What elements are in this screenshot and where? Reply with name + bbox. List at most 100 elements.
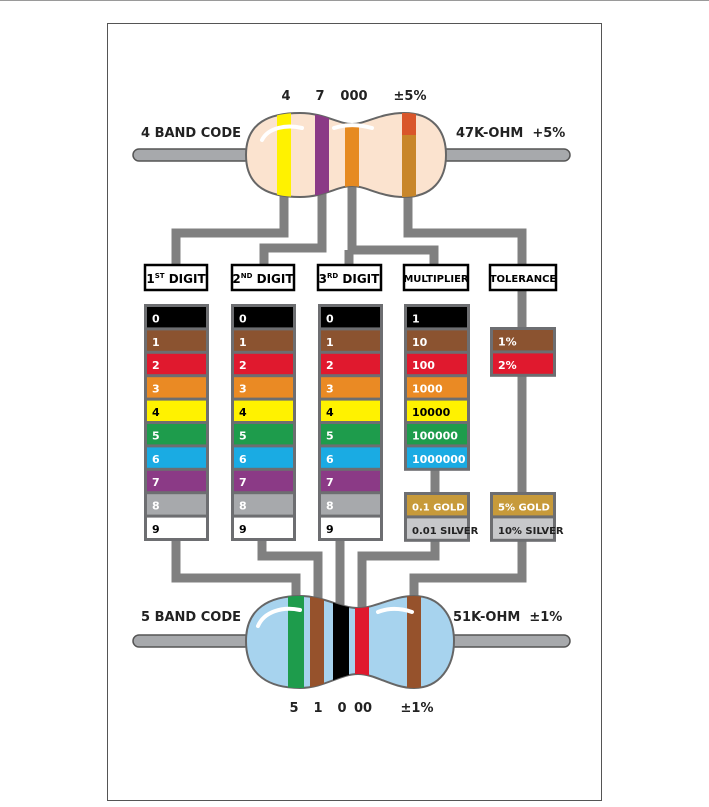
multiplier-metal-table-label: 0.1 GOLD [412,502,465,513]
digit-table-3rd-swatch [321,517,380,538]
tolerance-table: 1% 2% [490,327,556,377]
top-digit-label: 4 [281,89,290,104]
top-band-2nd-digit [315,113,329,197]
digit-table-2nd-label: 6 [239,453,247,466]
multiplier-table-label: 1 [412,312,420,325]
header-1st-digit: 1ST DIGIT [143,263,209,292]
header-tolerance: TOLERANCE [488,263,558,292]
digit-table-1st-swatch [147,447,206,468]
digit-table-3rd-label: 2 [326,359,334,372]
digit-table-3rd-label: 0 [326,312,334,325]
multiplier-metal-table-swatch [407,495,467,516]
top-rule [0,0,709,1]
digit-table-2nd-swatch [234,447,293,468]
digit-table-3rd-label: 5 [326,429,334,442]
bottom-highlight [256,606,302,628]
top-band-tolerance-top [402,113,416,135]
digit-table-1st-swatch [147,517,206,538]
multiplier-table-label: 100 [412,359,435,372]
digit-table-3rd-label: 8 [326,500,334,513]
header-1st-sup: ST [155,272,165,280]
tolerance-table-label: 2% [498,359,517,372]
tolerance-table-swatch [493,330,553,351]
digit-table-2nd: 0 1 2 3 4 5 6 7 8 9 [231,304,296,541]
tolerance-metal-table-label: 10% SILVER [498,526,564,537]
digit-table-3rd-swatch [321,494,380,515]
digit-table-1st-label: 6 [152,453,160,466]
multiplier-table-swatch [407,447,467,468]
top-band-1st-digit [277,113,291,197]
digit-table-2nd-swatch [234,424,293,445]
bottom-digit-label: 0 [337,701,346,716]
header-3rd-rest: DIGIT [338,272,380,286]
header-3rd-base: 3 [319,272,327,286]
tolerance-metal-table-label: 5% GOLD [498,502,550,513]
digit-table-2nd-swatch [234,377,293,398]
bottom-value-label: 51K-OHM ±1% [453,610,562,625]
digit-table-2nd-swatch [234,400,293,421]
bottom-digit-label: 1 [313,701,322,716]
digit-table-3rd-swatch [321,377,380,398]
top-value-label: 47K-OHM +5% [456,126,565,141]
digit-table-2nd-swatch [234,307,293,328]
wire-top-mult [347,150,439,265]
multiplier-table-swatch [407,400,467,421]
digit-table-2nd-label: 9 [239,523,247,536]
digit-table-1st-swatch [147,353,206,375]
header-tolerance-text: TOLERANCE [490,274,557,285]
digit-table-1st-swatch [147,424,206,445]
digit-table-1st-swatch [147,494,206,515]
digit-table-1st-swatch [147,377,206,398]
multiplier-table-swatch [407,353,467,375]
digit-table-3rd-label: 3 [326,383,334,396]
header-1st-base: 1 [146,272,154,286]
tolerance-metal-table-swatch [493,518,553,539]
multiplier-metal-table: 0.1 GOLD 0.01 SILVER [404,492,479,542]
header-1st-rest: DIGIT [165,272,207,286]
digit-table-3rd-label: 9 [326,523,334,536]
wire-bottom-2nd [257,541,323,610]
multiplier-table: 1 10 100 1000 10000 100000 1000000 [404,304,470,471]
tolerance-table-label: 1% [498,335,517,348]
multiplier-table-swatch [407,424,467,445]
multiplier-table-swatch [407,330,467,351]
digit-table-1st-label: 1 [152,336,160,349]
digit-table-3rd-label: 4 [326,406,334,419]
header-2nd-digit: 2ND DIGIT [230,263,296,292]
digit-table-2nd-label: 0 [239,312,247,325]
bottom-band-3rd-digit [333,596,349,688]
digit-table-1st-label: 7 [152,476,160,489]
header-multiplier-text: MULTIPLIER [403,274,469,285]
top-band-multiplier [345,113,359,197]
bottom-band-tolerance [407,596,421,688]
digit-table-2nd-swatch [234,494,293,515]
top-digit-label: 000 [340,89,367,104]
multiplier-metal-table-swatch [407,518,467,539]
digit-table-3rd-swatch [321,353,380,375]
header-2nd-rest: DIGIT [252,272,294,286]
multiplier-table-swatch [407,307,467,328]
digit-table-1st: 0 1 2 3 4 5 6 7 8 9 [144,304,209,541]
digit-table-2nd-label: 4 [239,406,247,419]
top-lead-right [436,148,571,162]
bottom-code-label: 5 BAND CODE [141,610,241,625]
bottom-band-1st-digit [288,596,304,688]
svg-text:2ND DIGIT: 2ND DIGIT [232,272,294,286]
tolerance-metal-table: 5% GOLD 10% SILVER [490,492,564,542]
wire-bottom-tol [409,541,527,610]
digit-table-1st-label: 4 [152,406,160,419]
digit-table-1st-swatch [147,400,206,421]
color-tables: 0 1 2 3 4 5 6 7 8 9 0 1 2 3 4 5 6 7 8 9 0 1 2 3 4 5 6 7 8 9 1 10 100 1000… [144,304,564,542]
digit-table-3rd-swatch [321,400,380,421]
tolerance-metal-table-swatch [493,495,553,516]
tolerance-table-swatch [493,353,553,374]
digit-table-3rd-swatch [321,447,380,468]
wire-bottom-1st [171,541,301,610]
header-2nd-sup: ND [241,272,253,280]
top-lead-left [132,148,252,162]
bottom-lead-right [446,634,571,648]
multiplier-table-label: 1000000 [412,453,466,466]
wire-top-2nd [259,150,327,265]
digit-table-1st-swatch [147,330,206,351]
